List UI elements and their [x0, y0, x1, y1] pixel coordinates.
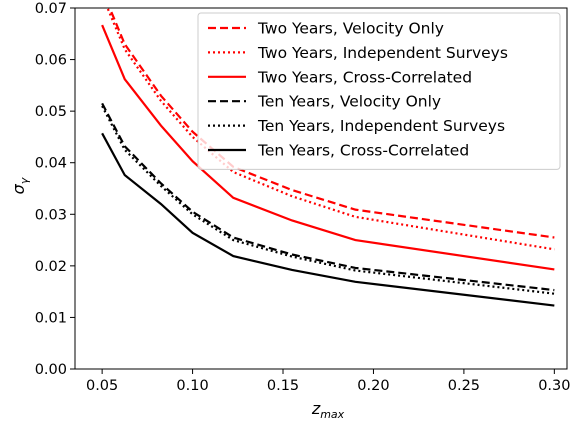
plot-frame — [74, 7, 568, 370]
x-tick-label: 0.05 — [86, 378, 118, 394]
legend-entry-label: Two Years, Velocity Only — [257, 20, 444, 38]
legend-entry-label: Ten Years, Velocity Only — [257, 93, 441, 111]
legend-entry-label: Ten Years, Independent Surveys — [257, 117, 505, 135]
x-tick-label: 0.20 — [357, 378, 389, 394]
y-tick-label: 0.03 — [35, 207, 67, 223]
axes-layer: 0.05 0.10 0.15 0.20 0.25 0.30 0.00 0.01 0.02 0.03… — [35, 1, 571, 394]
y-tick-label: 0.04 — [35, 156, 67, 172]
y-tick-label: 0.00 — [35, 362, 67, 378]
x-tick-label: 0.30 — [538, 378, 570, 394]
x-tick-label: 0.25 — [448, 378, 480, 394]
legend-entry-label: Ten Years, Cross-Correlated — [257, 142, 469, 160]
x-axis-label-main: z — [311, 399, 321, 418]
x-tick-label: 0.15 — [267, 378, 299, 394]
series-line-6 — [101, 132, 555, 307]
legend-entry-label: Two Years, Cross-Correlated — [257, 68, 472, 86]
legend-box — [197, 12, 561, 170]
x-tick-label: 0.10 — [176, 378, 208, 394]
series-line-3 — [101, 24, 555, 271]
y-tick-label: 0.05 — [35, 104, 67, 120]
y-axis-label: σγ — [9, 177, 31, 194]
y-tick-label: 0.01 — [35, 310, 67, 326]
y-tick-label: 0.06 — [35, 53, 67, 69]
legend-entry-label: Two Years, Independent Surveys — [257, 44, 508, 62]
y-tick-label: 0.02 — [35, 259, 67, 275]
y-tick-label: 0.07 — [35, 1, 67, 17]
x-axis-label-subscript: max — [320, 408, 344, 421]
x-axis-label: zmax — [311, 399, 345, 421]
y-axis-label-subscript: γ — [18, 177, 31, 184]
series-line-5 — [101, 105, 555, 295]
y-axis-label-main: σ — [9, 183, 28, 194]
series-line-4 — [101, 102, 555, 292]
legend: Two Years, Velocity Only Two Years, Indep… — [197, 12, 561, 170]
